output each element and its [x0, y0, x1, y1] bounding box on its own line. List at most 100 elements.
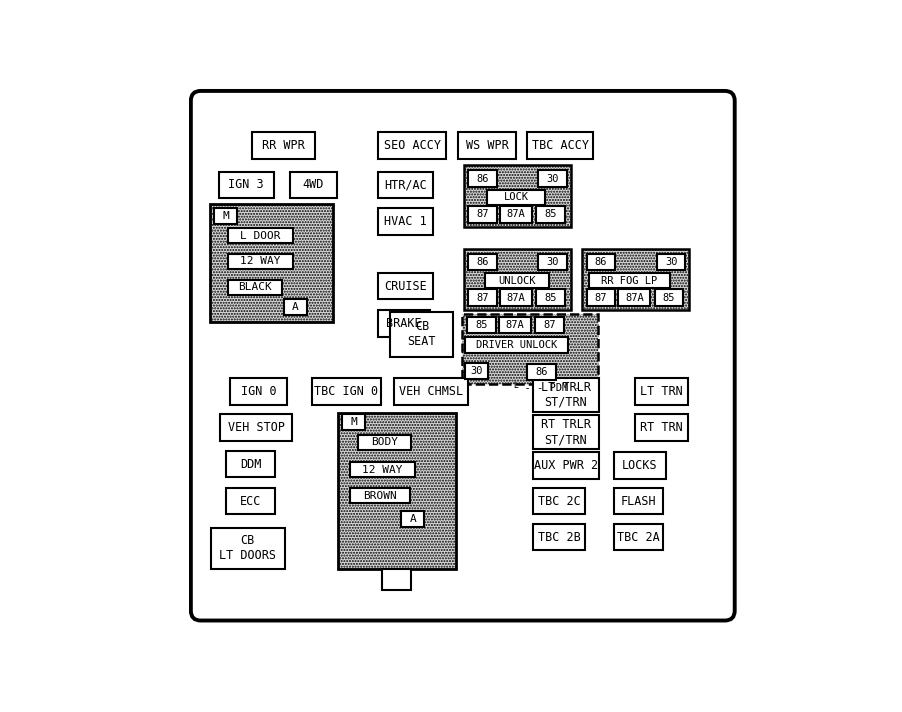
- Text: 87: 87: [475, 293, 488, 303]
- Text: CB
LT DOORS: CB LT DOORS: [219, 535, 276, 562]
- Bar: [618, 289, 649, 306]
- Bar: [229, 378, 287, 404]
- Bar: [538, 170, 566, 187]
- Bar: [538, 253, 566, 270]
- Bar: [635, 378, 686, 404]
- Bar: [226, 451, 275, 478]
- Bar: [350, 462, 415, 478]
- Bar: [656, 253, 685, 270]
- Bar: [342, 414, 364, 430]
- Text: VEH STOP: VEH STOP: [227, 421, 284, 434]
- Bar: [612, 524, 662, 550]
- Text: 85: 85: [544, 209, 557, 219]
- Text: LT TRLR
ST/TRN: LT TRLR ST/TRN: [540, 381, 590, 409]
- Text: M: M: [350, 417, 356, 427]
- Text: 87: 87: [543, 320, 555, 330]
- Text: 87A: 87A: [624, 293, 643, 303]
- Text: 30: 30: [664, 257, 676, 267]
- Bar: [527, 132, 593, 159]
- Bar: [500, 206, 531, 222]
- Text: RR WPR: RR WPR: [262, 140, 304, 152]
- Text: SEO ACCY: SEO ACCY: [383, 140, 440, 152]
- Text: TBC 2A: TBC 2A: [616, 530, 658, 544]
- Text: RT TRLR
ST/TRN: RT TRLR ST/TRN: [540, 419, 590, 446]
- Text: BRAKE: BRAKE: [386, 317, 421, 330]
- Text: HTR/AC: HTR/AC: [383, 178, 426, 191]
- Bar: [220, 414, 291, 441]
- Text: TBC IGN 0: TBC IGN 0: [314, 385, 378, 398]
- Text: 86: 86: [594, 257, 606, 267]
- Bar: [536, 206, 564, 222]
- Text: AUX PWR 2: AUX PWR 2: [533, 459, 597, 472]
- Bar: [532, 377, 598, 412]
- Bar: [654, 289, 683, 306]
- Text: 85: 85: [662, 293, 675, 303]
- Text: DRIVER UNLOCK: DRIVER UNLOCK: [475, 340, 557, 350]
- Text: A: A: [292, 302, 299, 312]
- Bar: [532, 452, 598, 478]
- Bar: [377, 208, 432, 234]
- Text: 87A: 87A: [506, 293, 525, 303]
- Bar: [377, 172, 432, 198]
- Bar: [464, 165, 570, 227]
- Text: IGN 0: IGN 0: [241, 385, 276, 398]
- Text: 85: 85: [474, 320, 487, 330]
- Text: 86: 86: [475, 257, 488, 267]
- Text: 30: 30: [546, 257, 558, 267]
- Text: └ - - PDM -: └ - - PDM -: [511, 383, 580, 393]
- Bar: [532, 416, 598, 449]
- Bar: [535, 317, 563, 333]
- Text: ECC: ECC: [240, 495, 261, 508]
- Bar: [468, 206, 496, 222]
- Bar: [228, 280, 281, 295]
- Bar: [377, 132, 446, 159]
- Text: 87A: 87A: [506, 209, 525, 219]
- Bar: [357, 434, 410, 450]
- Text: IGN 3: IGN 3: [228, 178, 263, 191]
- Text: L DOOR: L DOOR: [240, 231, 281, 241]
- Bar: [401, 511, 424, 527]
- Bar: [382, 569, 410, 590]
- Text: 4WD: 4WD: [302, 178, 324, 191]
- Bar: [582, 248, 688, 310]
- Text: 87A: 87A: [505, 320, 524, 330]
- Text: HVAC 1: HVAC 1: [383, 215, 426, 228]
- Bar: [390, 312, 453, 357]
- Text: FLASH: FLASH: [620, 495, 656, 508]
- Text: 30: 30: [470, 366, 483, 376]
- Bar: [214, 208, 236, 224]
- Text: 86: 86: [475, 174, 488, 184]
- Bar: [209, 204, 333, 323]
- Bar: [468, 170, 496, 187]
- FancyBboxPatch shape: [190, 91, 734, 621]
- Text: BLACK: BLACK: [238, 282, 272, 292]
- Text: DDM: DDM: [240, 458, 261, 471]
- Text: LOCKS: LOCKS: [621, 459, 657, 472]
- Text: LOCK: LOCK: [503, 192, 529, 202]
- Text: 12 WAY: 12 WAY: [240, 256, 281, 266]
- Bar: [527, 364, 556, 380]
- Bar: [461, 314, 597, 384]
- Bar: [468, 253, 496, 270]
- Text: 87: 87: [594, 293, 606, 303]
- Text: 85: 85: [544, 293, 557, 303]
- Bar: [499, 317, 530, 333]
- Bar: [612, 488, 662, 514]
- Bar: [635, 414, 686, 441]
- Bar: [500, 289, 531, 306]
- Bar: [465, 363, 487, 379]
- Text: TBC ACCY: TBC ACCY: [531, 140, 588, 152]
- Bar: [468, 289, 496, 306]
- Bar: [532, 488, 584, 514]
- Bar: [586, 253, 614, 270]
- Bar: [228, 228, 292, 244]
- Text: BROWN: BROWN: [363, 491, 397, 501]
- Text: RT TRN: RT TRN: [640, 421, 682, 434]
- Bar: [284, 299, 307, 315]
- Bar: [586, 289, 614, 306]
- Text: LT TRN: LT TRN: [640, 385, 682, 398]
- Bar: [484, 273, 548, 288]
- Text: TBC 2C: TBC 2C: [537, 495, 580, 508]
- Text: 12 WAY: 12 WAY: [362, 465, 402, 475]
- Text: A: A: [410, 514, 416, 524]
